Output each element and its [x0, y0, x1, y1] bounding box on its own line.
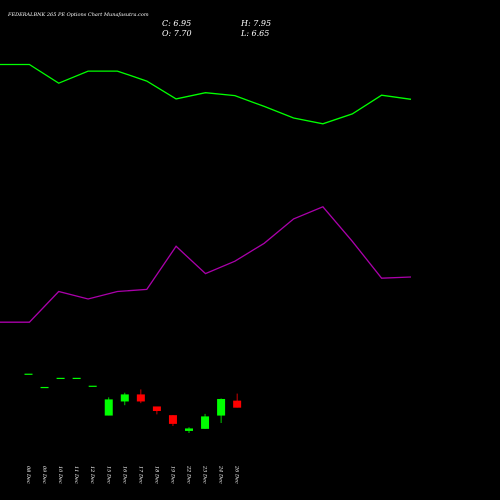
- high-readout: H: 7.95: [240, 19, 271, 28]
- candle-body: [120, 394, 129, 402]
- candle-body: [217, 398, 226, 416]
- candle-22-dec: [185, 427, 193, 434]
- candle-body: [136, 394, 145, 402]
- candle-15-dec: [104, 397, 113, 416]
- x-tick-label: 22 Dec: [186, 465, 192, 484]
- upper-line-series: [0, 63, 412, 125]
- candle-body: [24, 373, 33, 375]
- candle-18-dec: [152, 406, 161, 415]
- candle-body: [72, 377, 81, 380]
- candle-12-dec: [88, 385, 97, 387]
- candle-body: [56, 377, 65, 380]
- x-tick-label: 09 Dec: [41, 466, 47, 484]
- x-tick-label: 26 Dec: [234, 465, 240, 484]
- open-readout: O: 7.70: [162, 29, 192, 38]
- candle-23-dec: [201, 413, 210, 429]
- x-tick-label: 23 Dec: [202, 465, 208, 484]
- x-tick-label: 19 Dec: [169, 466, 175, 484]
- candle-body: [168, 415, 177, 424]
- candle-17-dec: [136, 389, 145, 404]
- x-tick-label: 12 Dec: [89, 466, 95, 484]
- candle-body: [104, 399, 113, 416]
- candles: [24, 373, 242, 434]
- candle-body: [185, 428, 193, 431]
- x-tick-label: 18 Dec: [153, 466, 159, 484]
- x-tick-label: 15 Dec: [105, 466, 111, 484]
- candle-08-dec: [24, 373, 33, 375]
- candle-body: [40, 386, 49, 389]
- candle-19-dec: [168, 415, 177, 426]
- x-tick-label: 08 Dec: [25, 466, 31, 484]
- chart-title: FEDERALBNK 265 PE Options Chart Munafasu…: [7, 12, 149, 18]
- x-tick-label: 17 Dec: [137, 466, 143, 484]
- x-tick-label: 16 Dec: [121, 466, 127, 484]
- low-readout: L: 6.65: [240, 29, 269, 38]
- candle-09-dec: [40, 386, 49, 389]
- indicator-lines: [0, 63, 412, 323]
- candle-11-dec: [72, 377, 81, 380]
- candle-body: [233, 400, 242, 408]
- lower-line-series: [0, 206, 412, 323]
- close-readout: C: 6.95: [162, 19, 191, 28]
- x-tick-label: 11 Dec: [73, 466, 79, 484]
- candle-16-dec: [120, 392, 129, 406]
- candle-body: [152, 406, 161, 412]
- x-tick-label: 10 Dec: [57, 466, 63, 484]
- candle-body: [201, 416, 210, 429]
- candle-10-dec: [56, 377, 65, 380]
- candle-26-dec: [233, 393, 242, 408]
- x-axis-ticks: 08 Dec 09 Dec 10 Dec 11 Dec 12 Dec 15 Dec 16 D…: [25, 465, 240, 484]
- candle-body: [88, 385, 97, 387]
- candle-24-dec: [217, 398, 226, 424]
- x-tick-label: 24 Dec: [218, 465, 224, 484]
